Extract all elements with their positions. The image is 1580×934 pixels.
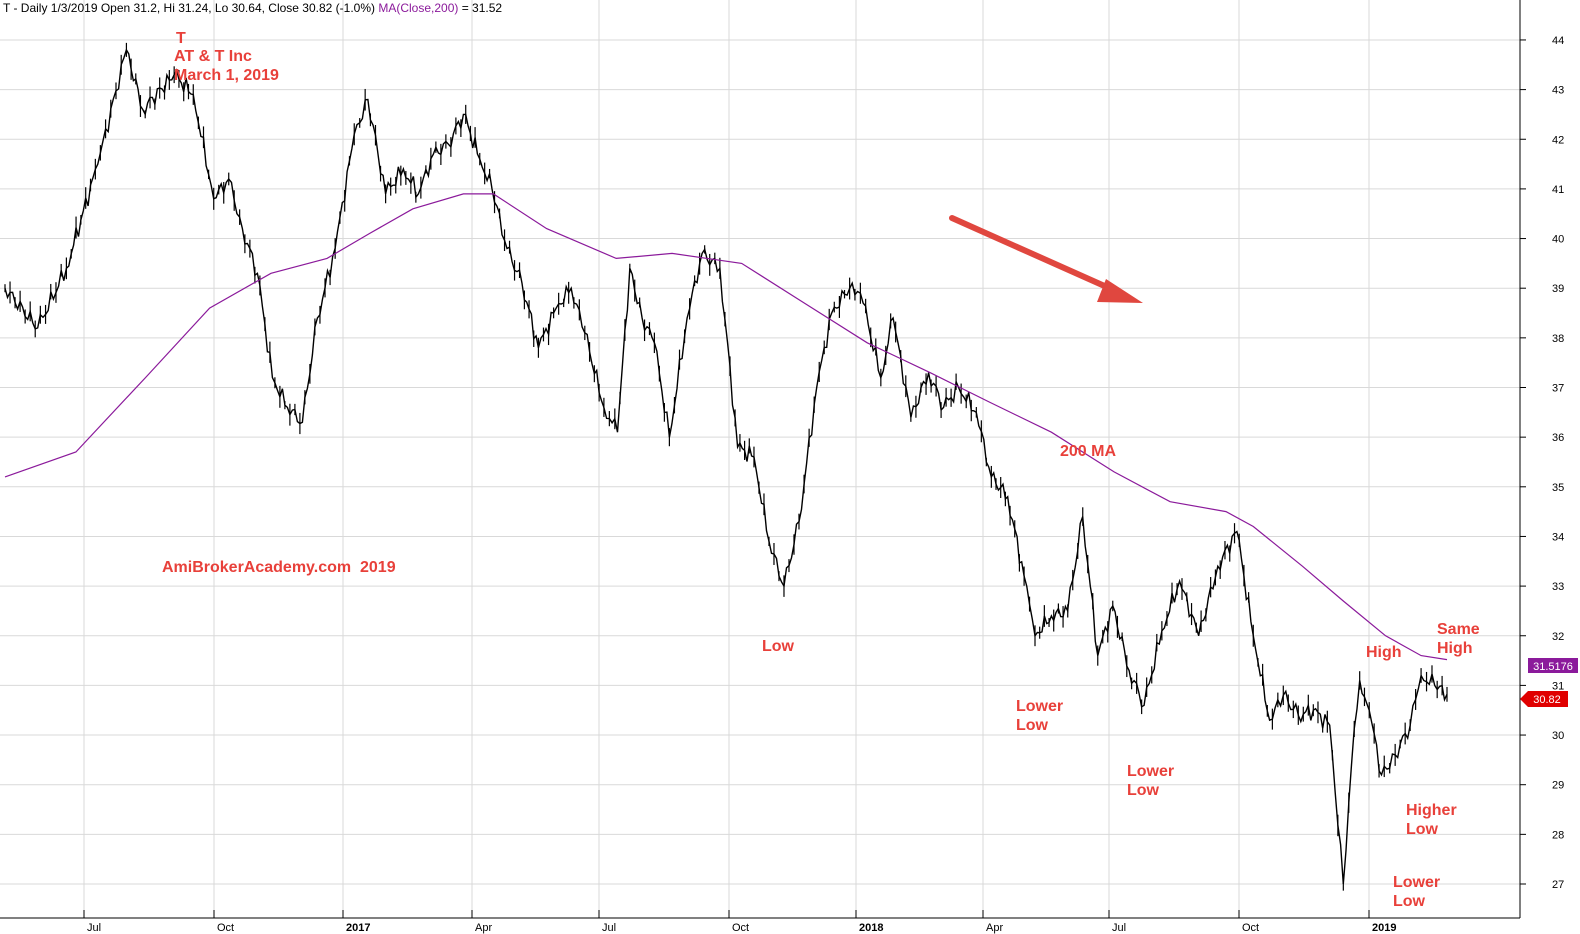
vertical-gridlines xyxy=(83,0,1370,918)
ma-value-tag-text: 31.5176 xyxy=(1533,661,1573,673)
ma-legend-value: = 31.52 xyxy=(458,1,503,15)
close-value-tag xyxy=(1520,691,1568,707)
y-tick-label: 44 xyxy=(1552,35,1564,47)
x-tick-label: Jul xyxy=(1112,922,1126,934)
x-tick-label: Oct xyxy=(1242,922,1259,934)
y-tick-label: 38 xyxy=(1552,333,1564,345)
price-series xyxy=(4,42,1448,891)
close-value-tag-text: 30.82 xyxy=(1533,694,1561,706)
y-tick-label: 29 xyxy=(1552,780,1564,792)
price-line xyxy=(4,48,1448,885)
horizontal-gridlines xyxy=(0,39,1520,885)
y-tick-label: 40 xyxy=(1552,234,1564,246)
low-annotation: Low xyxy=(762,638,794,655)
lower-low-annotation-3: Lower Low xyxy=(1393,874,1441,910)
y-tick-label: 32 xyxy=(1552,631,1564,643)
y-tick-label: 35 xyxy=(1552,482,1564,494)
x-axis: Jul Oct 2017 Apr Jul Oct 2018 Apr Jul Oct 2019 xyxy=(83,910,1396,934)
y-tick-label: 37 xyxy=(1552,383,1564,395)
y-tick-label: 33 xyxy=(1552,581,1564,593)
x-tick-label: Apr xyxy=(475,922,492,934)
lower-low-annotation-2: Lower Low xyxy=(1127,763,1175,799)
x-tick-label: 2018 xyxy=(859,922,883,934)
x-tick-label: 2017 xyxy=(346,922,370,934)
higher-low-annotation: Higher Low xyxy=(1406,802,1457,838)
ma-annotation: 200 MA xyxy=(1060,443,1117,460)
x-tick-label: Jul xyxy=(602,922,616,934)
company-annotation: AT & T Inc xyxy=(174,48,252,65)
y-tick-label: 30 xyxy=(1552,730,1564,742)
same-high-annotation: Same High xyxy=(1437,621,1480,657)
y-tick-label: 34 xyxy=(1552,531,1564,543)
x-tick-label: Apr xyxy=(986,922,1003,934)
y-tick-label: 43 xyxy=(1552,85,1564,97)
x-tick-label: Oct xyxy=(217,922,234,934)
x-tick-label: Oct xyxy=(732,922,749,934)
high-annotation: High xyxy=(1366,644,1402,661)
ma-value-tag xyxy=(1528,658,1578,673)
chart-header: T - Daily 1/3/2019 Open 31.2, Hi 31.24, … xyxy=(3,1,502,15)
y-tick-label: 41 xyxy=(1552,184,1564,196)
ticker-annotation: T xyxy=(176,30,186,47)
ma-series xyxy=(4,193,1448,661)
y-tick-label: 42 xyxy=(1552,134,1564,146)
x-tick-label: 2019 xyxy=(1372,922,1396,934)
y-tick-label: 28 xyxy=(1552,829,1564,841)
y-tick-label: 27 xyxy=(1552,879,1564,891)
watermark-annotation: AmiBrokerAcademy.com 2019 xyxy=(162,559,396,576)
price-tags: 31.5176 30.82 xyxy=(1520,658,1578,707)
date-annotation: March 1, 2019 xyxy=(174,67,279,84)
y-axis: 27 28 29 30 31 32 33 34 35 36 37 38 39 40 41 42 43 44 xyxy=(1520,35,1564,891)
y-tick-label: 36 xyxy=(1552,432,1564,444)
lower-low-annotation-1: Lower Low xyxy=(1016,698,1064,734)
chart-header-text: T - Daily 1/3/2019 Open 31.2, Hi 31.24, … xyxy=(3,1,375,15)
trend-arrow-icon xyxy=(949,215,1143,303)
x-tick-label: Jul xyxy=(87,922,101,934)
ma-line xyxy=(4,193,1448,661)
ma-legend: MA(Close,200) xyxy=(378,1,459,15)
y-tick-label: 39 xyxy=(1552,283,1564,295)
y-tick-label: 31 xyxy=(1552,680,1564,692)
